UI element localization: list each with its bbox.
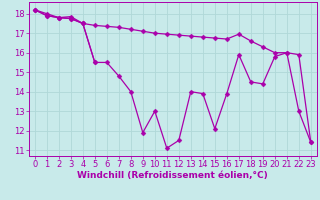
X-axis label: Windchill (Refroidissement éolien,°C): Windchill (Refroidissement éolien,°C) — [77, 171, 268, 180]
